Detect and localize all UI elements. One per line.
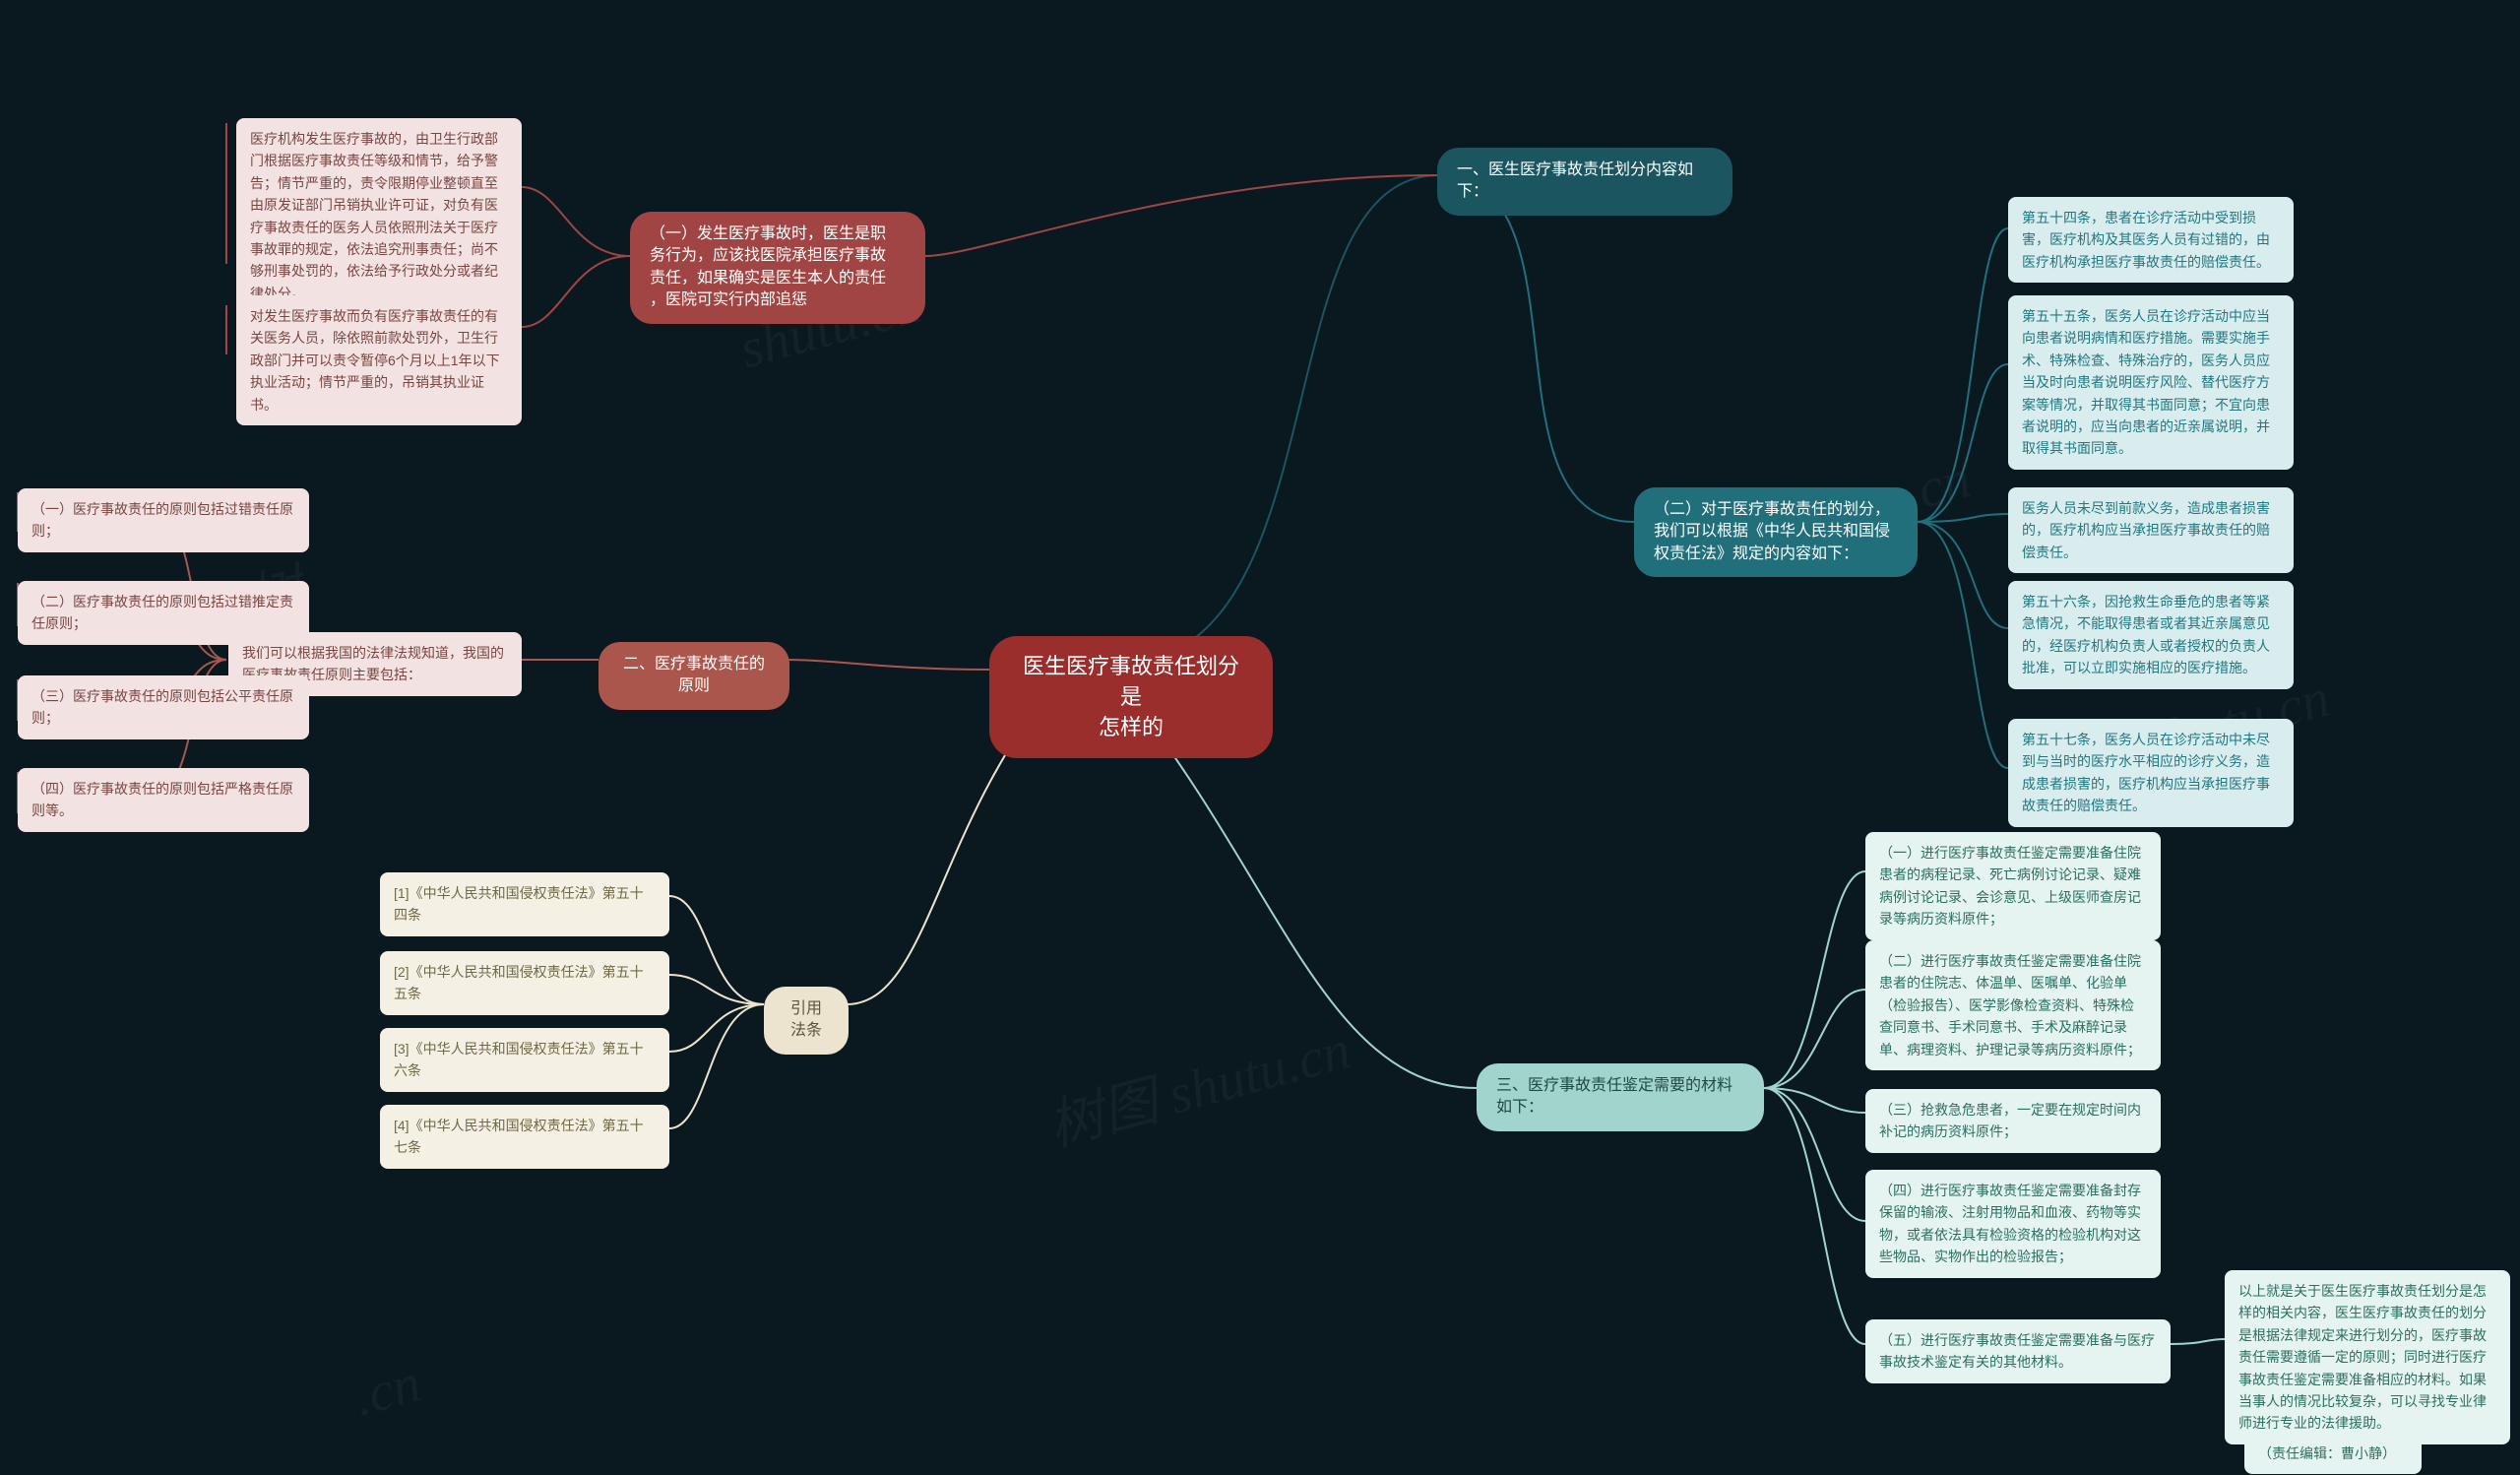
branch-3[interactable]: 三、医疗事故责任鉴定需要的材料 如下： — [1477, 1063, 1764, 1131]
leaf-1-2-4: 第五十六条，因抢救生命垂危的患者等紧急情况，不能取得患者或者其近亲属意见的，经医… — [2008, 581, 2294, 689]
branch-1-sub-1[interactable]: （一）发生医疗事故时，医生是职 务行为，应该找医院承担医疗事故 责任，如果确实是… — [630, 212, 925, 324]
branch-1-sub-2[interactable]: （二）对于医疗事故责任的划分， 我们可以根据《中华人民共和国侵 权责任法》规定的… — [1634, 487, 1918, 577]
leaf-2-3: （三）医疗事故责任的原则包括公平责任原则； — [18, 675, 309, 739]
leaf-4-1: [1]《中华人民共和国侵权责任法》第五十四条 — [380, 872, 669, 936]
leaf-3-1: （一）进行医疗事故责任鉴定需要准备住院患者的病程记录、死亡病例讨论记录、疑难病例… — [1865, 832, 2161, 940]
leaf-2-4: （四）医疗事故责任的原则包括严格责任原则等。 — [18, 768, 309, 832]
leaf-1-1-2: 对发生医疗事故而负有医疗事故责任的有关医务人员，除依照前款处罚外，卫生行政部门并… — [236, 295, 522, 425]
leaf-3-ext2: （责任编辑：曹小静） — [2244, 1433, 2422, 1474]
leaf-1-2-5: 第五十七条，医务人员在诊疗活动中未尽到与当时的医疗水平相应的诊疗义务，造成患者损… — [2008, 719, 2294, 827]
leaf-3-ext1: 以上就是关于医生医疗事故责任划分是怎样的相关内容，医生医疗事故责任的划分是根据法… — [2225, 1270, 2510, 1444]
branch-4[interactable]: 引用法条 — [764, 987, 849, 1055]
leaf-1-2-3: 医务人员未尽到前款义务，造成患者损害的，医疗机构应当承担医疗事故责任的赔偿责任。 — [2008, 487, 2294, 573]
leaf-4-2: [2]《中华人民共和国侵权责任法》第五十五条 — [380, 951, 669, 1015]
branch-1[interactable]: 一、医生医疗事故责任划分内容如 下： — [1437, 148, 1732, 216]
branch-2[interactable]: 二、医疗事故责任的原则 — [598, 642, 789, 710]
leaf-2-1: （一）医疗事故责任的原则包括过错责任原则； — [18, 488, 309, 552]
leaf-1-1-1: 医疗机构发生医疗事故的，由卫生行政部门根据医疗事故责任等级和情节，给予警告；情节… — [236, 118, 522, 314]
watermark: 树图 shutu.cn — [1039, 1005, 1357, 1163]
leaf-4-4: [4]《中华人民共和国侵权责任法》第五十七条 — [380, 1105, 669, 1169]
leaf-1-2-1: 第五十四条，患者在诊疗活动中受到损害，医疗机构及其医务人员有过错的，由医疗机构承… — [2008, 197, 2294, 283]
center-node[interactable]: 医生医疗事故责任划分是 怎样的 — [989, 636, 1273, 758]
leaf-3-3: （三）抢救急危患者，一定要在规定时间内补记的病历资料原件； — [1865, 1089, 2161, 1153]
leaf-2-2: （二）医疗事故责任的原则包括过错推定责任原则； — [18, 581, 309, 645]
leaf-3-2: （二）进行医疗事故责任鉴定需要准备住院患者的住院志、体温单、医嘱单、化验单（检验… — [1865, 940, 2161, 1070]
leaf-1-2-2: 第五十五条，医务人员在诊疗活动中应当向患者说明病情和医疗措施。需要实施手术、特殊… — [2008, 295, 2294, 470]
leaf-3-5: （五）进行医疗事故责任鉴定需要准备与医疗事故技术鉴定有关的其他材料。 — [1865, 1319, 2171, 1383]
leaf-4-3: [3]《中华人民共和国侵权责任法》第五十六条 — [380, 1028, 669, 1092]
leaf-3-4: （四）进行医疗事故责任鉴定需要准备封存保留的输液、注射用物品和血液、药物等实物，… — [1865, 1170, 2161, 1278]
watermark: .cn — [347, 1351, 427, 1429]
